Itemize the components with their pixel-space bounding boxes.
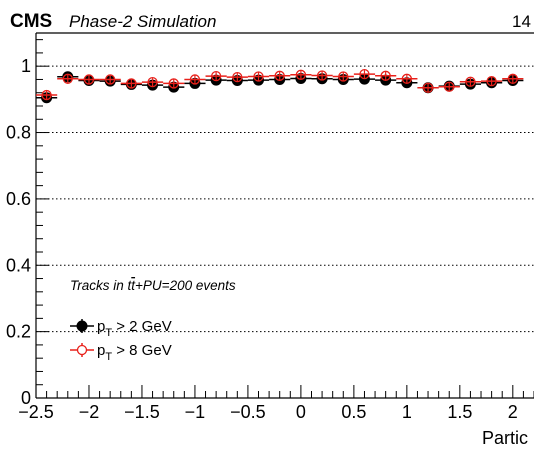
data-point — [105, 74, 116, 85]
legend-pt2-prefix: p — [97, 318, 105, 335]
legend-marker-pt2 — [76, 320, 88, 332]
y-tick-label: 0.6 — [6, 189, 31, 209]
legend-pt2-sub: T — [105, 327, 112, 339]
data-point — [465, 76, 476, 87]
x-tick-label: 0 — [296, 402, 306, 422]
y-tick-label: 0.4 — [6, 255, 31, 275]
data-point — [189, 74, 201, 85]
data-point — [507, 73, 518, 84]
legend-marker-pt8 — [76, 344, 88, 356]
legend-pt8-prefix: p — [97, 342, 105, 359]
grid-lines — [36, 65, 534, 333]
annotation-t: t — [128, 278, 133, 293]
data-point — [274, 70, 285, 81]
data-point — [126, 78, 137, 89]
x-tick-label: 0.5 — [341, 402, 366, 422]
data-point — [168, 78, 179, 89]
legend-pt8-sub: T — [105, 351, 112, 363]
data-point — [83, 74, 95, 85]
x-tick-label: −2 — [79, 402, 100, 422]
x-tick-label: −1 — [185, 402, 206, 422]
y-tick-label: 1 — [21, 56, 31, 76]
x-axis-label: Partic — [482, 428, 528, 448]
data-point — [401, 73, 413, 84]
data-point — [232, 71, 243, 83]
x-tick-label: 1 — [402, 402, 412, 422]
x-tick-label: 2 — [508, 402, 518, 422]
x-tick-label: −0.5 — [230, 402, 266, 422]
legend: pT > 2 GeV pT > 8 GeV — [70, 318, 172, 363]
data-point — [253, 71, 264, 82]
annotation-suffix: +PU=200 events — [135, 278, 236, 293]
x-tick-labels: −2.5 −2 −1.5 −1 −0.5 0 0.5 1 1.5 2 — [18, 402, 518, 422]
annotation-tbar: t — [131, 278, 136, 293]
legend-pt8-suffix: > 8 GeV — [112, 342, 172, 359]
data-point — [380, 70, 391, 81]
x-tick-label: 1.5 — [447, 402, 472, 422]
data-point — [444, 81, 455, 92]
data-point — [295, 69, 307, 80]
data-point — [338, 71, 349, 82]
experiment-label: CMS — [10, 11, 52, 32]
legend-pt2-suffix: > 2 GeV — [112, 318, 172, 335]
data-point — [359, 68, 370, 80]
legend-label-pt8: pT > 8 GeV — [97, 342, 172, 363]
data-point — [422, 82, 434, 93]
y-tick-labels: 0 0.2 0.4 0.6 0.8 1 — [6, 56, 31, 408]
y-tick-label: 0 — [21, 388, 31, 408]
data-point — [486, 75, 497, 87]
series-pt8 — [36, 68, 524, 101]
data-point — [62, 73, 73, 84]
energy-label: 14 — [512, 12, 531, 31]
event-annotation: Tracks in tt+PU=200 events — [70, 278, 236, 293]
y-tick-label: 0.2 — [6, 322, 31, 342]
x-tick-label: −2.5 — [18, 402, 54, 422]
data-point — [210, 70, 222, 82]
data-point — [41, 89, 52, 101]
data-point — [316, 70, 328, 81]
data-point — [147, 76, 158, 88]
y-tick-label: 0.8 — [6, 123, 31, 143]
chart-subtitle: Phase-2 Simulation — [69, 12, 216, 31]
axes — [35, 32, 534, 399]
legend-label-pt2: pT > 2 GeV — [97, 318, 172, 339]
plot-area — [36, 68, 524, 104]
x-tick-label: −1.5 — [124, 402, 160, 422]
legend-entry-pt2: pT > 2 GeV — [70, 318, 172, 339]
annotation-prefix: Tracks in — [70, 278, 128, 293]
legend-entry-pt8: pT > 8 GeV — [70, 342, 172, 363]
